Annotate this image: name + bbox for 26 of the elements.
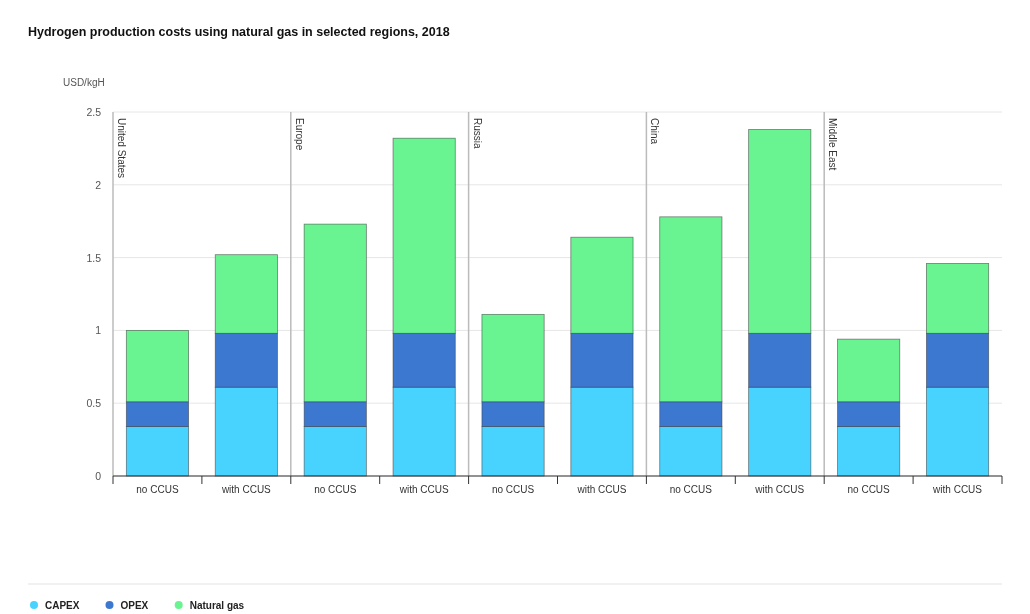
x-tick-label: with CCUS [398,484,449,495]
x-tick-label: no CCUS [847,484,891,495]
annotation: Russia [471,118,483,149]
x-tick-label: with CCUS [754,484,805,495]
x-tick-label: with CCUS [220,484,272,495]
legend-label: OPEX [120,600,149,611]
y-tick-label: 0 [95,470,102,482]
y-tick-label: 2.5 [86,106,102,118]
x-tick-label: no CCUS [136,484,179,495]
x-tick-label: no CCUS [314,484,357,495]
legend-label: Natural gas [189,600,245,611]
y-tick-label: 0.5 [86,397,102,410]
annotation: United States [116,118,127,179]
x-tick-label: no CCUS [491,484,535,495]
x-tick-label: no CCUS [669,484,713,495]
annotation: Europe [293,118,305,151]
annotation: China [649,118,661,145]
legend-label: CAPEX [45,600,80,611]
y-tick-label: 1.5 [86,251,102,264]
annotation: Middle East [827,118,839,171]
x-tick-label: with CCUS [932,484,983,495]
x-tick-label: with CCUS [576,484,627,495]
y-axis-title: USD/kgH [63,77,105,88]
y-tick-label: 2 [95,178,102,191]
chart-title: Hydrogen production costs using natural gas in selected regions, 2018 [28,25,450,39]
y-tick-label: 1 [95,324,102,337]
